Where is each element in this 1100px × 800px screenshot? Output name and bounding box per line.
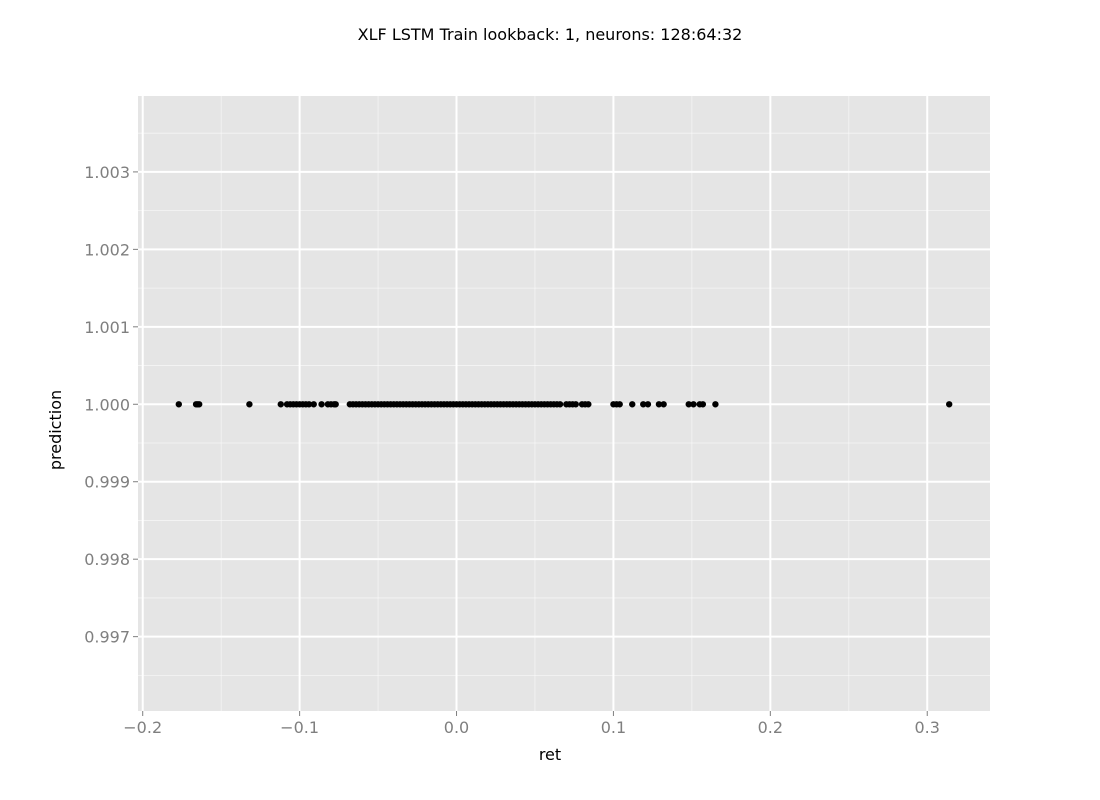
data-point — [946, 401, 953, 408]
y-tick-label: 0.999 — [84, 473, 130, 492]
chart-title: XLF LSTM Train lookback: 1, neurons: 128… — [358, 25, 743, 44]
y-tick-label: 1.000 — [84, 395, 130, 414]
x-tick-label: −0.2 — [123, 718, 162, 737]
data-point — [699, 401, 707, 408]
x-tick-label: 0.1 — [601, 718, 626, 737]
data-point — [644, 401, 652, 408]
y-tick-label: 1.003 — [84, 163, 130, 182]
data-point — [318, 401, 325, 408]
data-point — [690, 401, 697, 408]
data-point — [556, 401, 564, 408]
y-tick-label: 0.997 — [84, 628, 130, 647]
x-axis-title: ret — [539, 745, 561, 764]
data-point — [310, 401, 317, 408]
data-point — [660, 401, 667, 408]
data-point — [640, 401, 647, 408]
x-tick-label: 0.0 — [444, 718, 469, 737]
data-points — [175, 401, 953, 408]
data-point — [712, 401, 719, 408]
data-point — [629, 401, 636, 408]
data-point — [246, 401, 253, 408]
x-tick-label: 0.2 — [758, 718, 783, 737]
data-point — [277, 401, 284, 408]
axes: −0.2 −0.1 0.0 0.1 0.2 0.3 0.997 0.998 0.999 1.000… — [84, 163, 940, 737]
data-point — [585, 401, 592, 408]
y-tick-label: 0.998 — [84, 550, 130, 569]
data-point — [195, 401, 203, 408]
x-tick-label: −0.1 — [280, 718, 319, 737]
y-tick-label: 1.001 — [84, 318, 130, 337]
data-point — [685, 401, 692, 408]
data-point — [616, 401, 623, 408]
data-point — [332, 401, 339, 408]
x-tick-label: 0.3 — [915, 718, 940, 737]
y-tick-label: 1.002 — [84, 240, 130, 259]
data-point — [305, 401, 313, 408]
y-axis-title: prediction — [46, 390, 65, 470]
data-point — [655, 401, 663, 408]
data-point — [175, 401, 182, 408]
data-point — [572, 401, 579, 408]
